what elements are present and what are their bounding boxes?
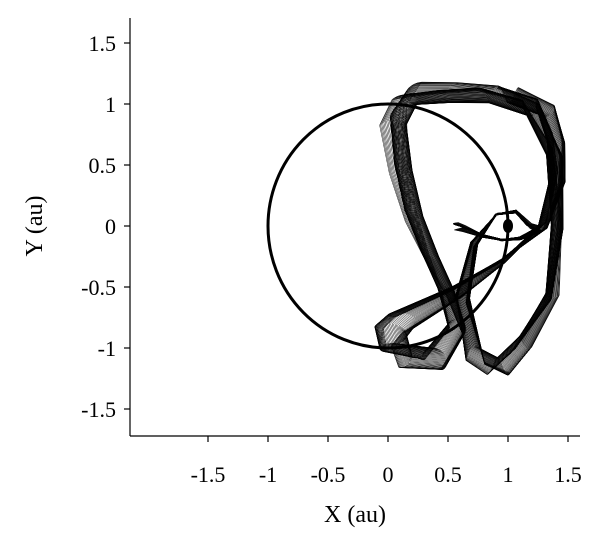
x-tick-label: -0.5 [311, 462, 346, 487]
x-tick-label: -1.5 [191, 462, 226, 487]
y-tick-label: -1.5 [81, 397, 116, 422]
x-axis-ticks: -1.5 -1 -0.5 0 0.5 1 1.5 [191, 436, 582, 487]
plot-area [266, 81, 566, 376]
y-tick-label: -1 [98, 336, 116, 361]
y-axis-title: Y (au) [22, 195, 48, 256]
x-tick-label: 0 [383, 462, 394, 487]
x-tick-label: 1 [503, 462, 514, 487]
x-tick-label: -1 [259, 462, 277, 487]
trajectory-line [379, 88, 563, 374]
x-tick-label: 0.5 [434, 462, 462, 487]
y-tick-label: 0.5 [89, 153, 117, 178]
body-marker [503, 219, 513, 233]
x-tick-label: 1.5 [554, 462, 582, 487]
y-axis-ticks: 1.5 1 0.5 0 -0.5 -1 -1.5 [81, 31, 130, 422]
x-axis-title: X (au) [324, 502, 386, 528]
y-tick-label: 1.5 [89, 31, 117, 56]
y-tick-label: -0.5 [81, 275, 116, 300]
y-tick-label: 1 [105, 92, 116, 117]
y-tick-label: 0 [105, 214, 116, 239]
